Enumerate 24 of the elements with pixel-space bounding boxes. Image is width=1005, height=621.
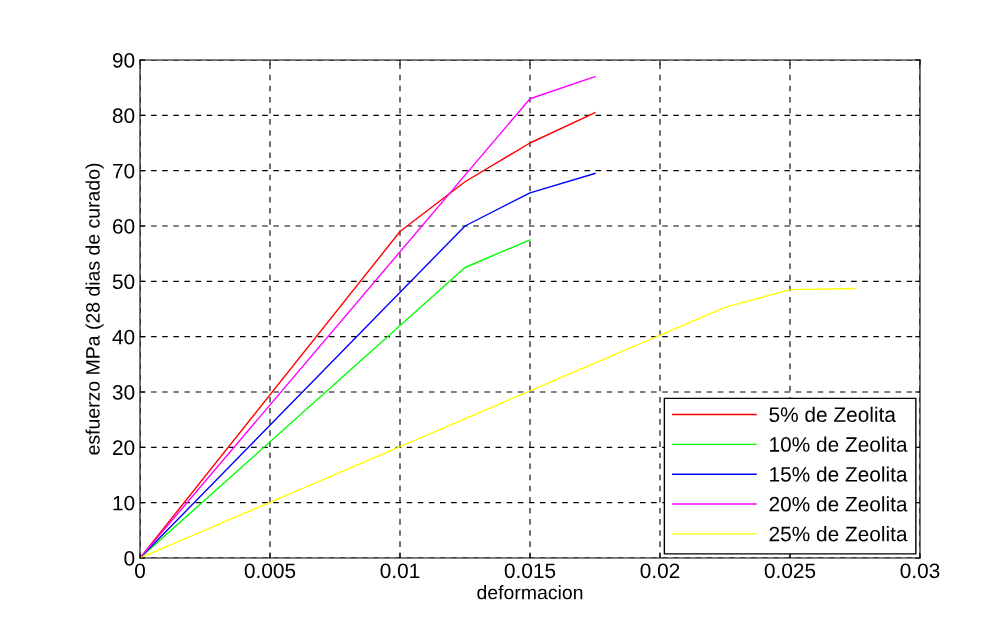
- x-tick-label: 0.025: [764, 563, 816, 579]
- x-tick-label: 0.03: [900, 563, 940, 579]
- legend-label: 20% de Zeolita: [769, 496, 908, 512]
- legend-label: 10% de Zeolita: [770, 436, 908, 452]
- x-tick-label: 0.01: [380, 563, 420, 579]
- y-tick-label: 50: [112, 274, 135, 290]
- legend-label: 25% de Zeolita: [769, 526, 908, 542]
- y-tick-label: 40: [112, 329, 135, 345]
- x-tick-label: 0.015: [504, 563, 556, 579]
- x-tick-label: 0.02: [640, 563, 680, 579]
- y-tick-label: 60: [113, 219, 135, 234]
- y-tick-label: 20: [113, 440, 135, 456]
- y-tick-label: 0: [124, 551, 135, 566]
- legend-label: 15% de Zeolita: [770, 466, 908, 482]
- y-tick-label: 10: [113, 495, 135, 511]
- x-tick-label: 0.005: [244, 563, 296, 579]
- legend-label: 5% de Zeolita: [769, 406, 896, 423]
- y-tick-label: 70: [113, 163, 135, 179]
- y-tick-label: 80: [112, 108, 135, 124]
- x-axis-title: deformacion: [477, 585, 583, 600]
- y-tick-label: 30: [112, 385, 135, 400]
- x-tick-label: 0: [135, 563, 145, 579]
- y-tick-label: 90: [112, 53, 135, 68]
- y-axis-title: esfuerzo MPa (28 dias de curado): [85, 163, 104, 455]
